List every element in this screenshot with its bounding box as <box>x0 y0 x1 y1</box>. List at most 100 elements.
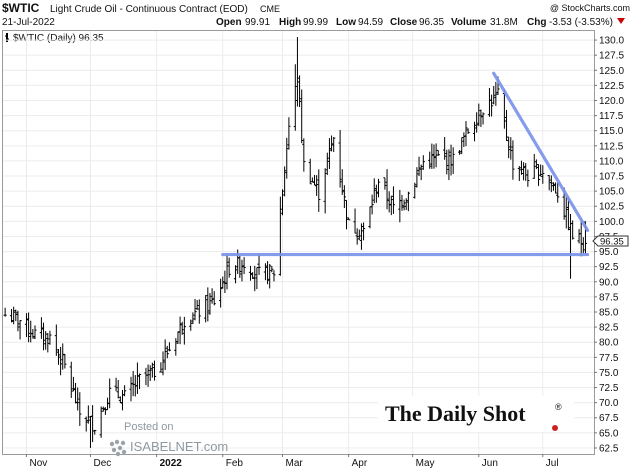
ohlc-bar <box>419 164 423 181</box>
ohlc-bar <box>255 267 259 290</box>
ohlc-bar <box>464 121 468 147</box>
ohlc-bar <box>248 265 253 281</box>
ohlc-bar <box>167 342 172 352</box>
symbol-label: $WTIC <box>2 1 40 15</box>
ohlc-bar <box>355 228 359 245</box>
ohlc-bar <box>571 220 575 240</box>
ohlc-bar <box>189 319 193 331</box>
ohlc-bar <box>46 333 50 353</box>
ohlc-bar <box>59 346 63 376</box>
chart-legend: $WTIC (Daily) 96.35 <box>5 33 104 44</box>
ohlc-bar <box>150 362 154 378</box>
ohlc-bar <box>323 168 327 214</box>
ohlc-bar <box>521 162 526 181</box>
ohlc-bar <box>253 265 257 292</box>
ohlc-bar <box>581 237 585 254</box>
high-label: High <box>279 17 301 28</box>
ohlc-bar <box>101 406 105 412</box>
y-tick-label: 102.5 <box>599 202 624 213</box>
chg-label: Chg <box>527 17 546 28</box>
ohlc-bar <box>564 196 568 229</box>
ohlc-bar <box>519 160 524 175</box>
ohlc-bar <box>342 185 346 209</box>
ohlc-bar <box>579 221 583 257</box>
ohlc-bar <box>242 257 246 275</box>
y-tick-label: 117.5 <box>599 111 624 122</box>
ohlc-bar <box>78 392 82 426</box>
ohlc-bar <box>347 217 351 221</box>
ohlc-bar <box>489 94 494 117</box>
ohlc-bar <box>24 313 29 338</box>
ohlc-bar <box>44 331 48 350</box>
ohlc-bar <box>353 208 357 234</box>
close-value: 96.35 <box>419 17 444 28</box>
ohlc-bar <box>541 165 545 184</box>
ohlc-bar <box>551 182 556 191</box>
ohlc-bar <box>536 164 541 186</box>
ohlc-bar <box>61 343 65 370</box>
price-tag-shape <box>592 235 629 247</box>
ohlc-bar <box>41 322 46 351</box>
ohlc-bar <box>445 149 449 175</box>
y-tick-label: 120.0 <box>599 96 624 107</box>
open-value: 99.91 <box>245 17 270 28</box>
ohlc-bar <box>475 112 479 133</box>
ohlc-bar <box>287 117 291 150</box>
red-dot-icon <box>552 425 558 431</box>
chg-value: -3.53 (-3.53%) <box>549 17 613 28</box>
ohlc-bar <box>329 135 334 152</box>
exchange-label: CME <box>260 4 280 14</box>
ohlc-bar <box>504 109 509 141</box>
ohlc-bar <box>430 143 434 169</box>
y-tick-label: 122.5 <box>599 81 624 92</box>
y-tick-label: 70.0 <box>599 398 619 409</box>
y-tick-label: 82.5 <box>599 323 619 334</box>
ohlc-bar <box>238 255 242 278</box>
ohlc-bar <box>317 169 321 212</box>
y-axis: 130.0 127.5 125.0 122.5 120.0 117.5 115.0 112.5… <box>594 36 624 454</box>
y-tick-label: 75.0 <box>599 368 619 379</box>
y-tick-label: 77.5 <box>599 353 619 364</box>
ohlc-bar <box>477 103 481 127</box>
down-arrow-icon <box>617 18 625 24</box>
y-tick-label: 110.0 <box>599 156 624 167</box>
y-tick-label: 72.5 <box>599 383 619 394</box>
ohlc-bar <box>532 154 536 179</box>
y-tick-label: 90.0 <box>599 277 619 288</box>
posted-on-label: Posted on <box>124 421 174 433</box>
ohlc-bar <box>553 182 558 194</box>
ohlc-bar <box>251 272 255 279</box>
ohlc-bar <box>31 328 35 339</box>
ohlc-bar <box>466 128 470 135</box>
isabelnet-logo-icon <box>109 439 127 457</box>
y-tick-label: 87.5 <box>599 292 619 303</box>
ohlc-bar <box>225 254 229 290</box>
ohlc-bar <box>460 137 464 155</box>
x-tick-label: Apr <box>352 458 368 469</box>
ohlc-bar <box>39 317 44 339</box>
ohlc-bar <box>332 136 336 152</box>
ohlc-bar <box>71 376 76 392</box>
ohlc-bar <box>146 364 150 387</box>
ohlc-bar <box>370 194 374 215</box>
ohlc-bar <box>391 186 396 214</box>
isabelnet-label: ISABELNET.com <box>130 439 228 454</box>
ohlc-bar <box>148 365 152 381</box>
ohlc-bar <box>406 191 410 212</box>
ohlc-bar <box>297 75 302 107</box>
ohlc-bar <box>302 138 306 172</box>
ohlc-bar <box>191 312 195 325</box>
ohlc-bar <box>69 361 73 398</box>
date-label: 21-Jul-2022 <box>2 17 55 28</box>
y-tick-label: 127.5 <box>599 51 624 62</box>
ohlc-bar <box>206 287 210 322</box>
ohlc-bar <box>436 149 440 156</box>
x-tick-label: Mar <box>285 458 303 469</box>
x-axis: Nov Dec 2022 Feb Mar Apr May Jun Jul <box>25 454 559 469</box>
y-tick-label: 125.0 <box>599 66 624 77</box>
ohlc-bar <box>93 429 97 435</box>
ohlc-bar <box>56 349 61 365</box>
ohlc-bar <box>447 149 451 181</box>
ohlc-bar <box>161 351 165 376</box>
daily-shot-watermark: The Daily Shot ® <box>378 396 574 432</box>
